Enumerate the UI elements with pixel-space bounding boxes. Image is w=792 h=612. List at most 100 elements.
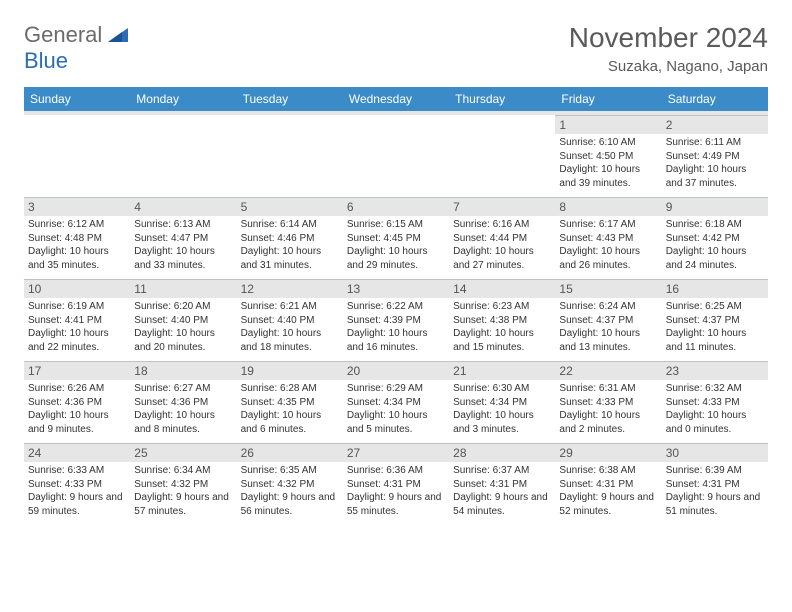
sunset-text: Sunset: 4:33 PM (28, 478, 126, 492)
daylight-text: Daylight: 10 hours and 26 minutes. (559, 245, 657, 272)
sunset-text: Sunset: 4:31 PM (559, 478, 657, 492)
logo-triangle-icon (108, 22, 128, 48)
day-number: 10 (24, 280, 130, 298)
daylight-text: Daylight: 10 hours and 9 minutes. (28, 409, 126, 436)
day-number: 23 (662, 362, 768, 380)
calendar-day-cell: 14Sunrise: 6:23 AMSunset: 4:38 PMDayligh… (449, 279, 555, 361)
daylight-text: Daylight: 10 hours and 31 minutes. (241, 245, 339, 272)
sunset-text: Sunset: 4:44 PM (453, 232, 551, 246)
daylight-text: Daylight: 9 hours and 57 minutes. (134, 491, 232, 518)
day-number: 30 (662, 444, 768, 462)
calendar-day-cell: 5Sunrise: 6:14 AMSunset: 4:46 PMDaylight… (237, 197, 343, 279)
sunrise-text: Sunrise: 6:17 AM (559, 218, 657, 232)
day-number: 14 (449, 280, 555, 298)
calendar: SundayMondayTuesdayWednesdayThursdayFrid… (24, 87, 768, 525)
day-number: 29 (555, 444, 661, 462)
sunrise-text: Sunrise: 6:38 AM (559, 464, 657, 478)
header: General Blue November 2024 Suzaka, Nagan… (24, 22, 768, 75)
day-number: 5 (237, 198, 343, 216)
sunrise-text: Sunrise: 6:32 AM (666, 382, 764, 396)
sunset-text: Sunset: 4:32 PM (134, 478, 232, 492)
sunrise-text: Sunrise: 6:30 AM (453, 382, 551, 396)
sunset-text: Sunset: 4:41 PM (28, 314, 126, 328)
day-number: 25 (130, 444, 236, 462)
day-number: 19 (237, 362, 343, 380)
sunset-text: Sunset: 4:39 PM (347, 314, 445, 328)
calendar-day-cell: 24 Sunrise: 6:33 AMSunset: 4:33 PMDayligh… (24, 443, 130, 525)
calendar-week-row: 10Sunrise: 6:19 AMSunset: 4:41 PMDayligh… (24, 279, 768, 361)
calendar-day-cell: 10Sunrise: 6:19 AMSunset: 4:41 PMDayligh… (24, 279, 130, 361)
daylight-text: Daylight: 9 hours and 59 minutes. (28, 491, 126, 518)
daylight-text: Daylight: 10 hours and 39 minutes. (559, 163, 657, 190)
calendar-empty-cell (24, 115, 130, 197)
logo-part1: General (24, 22, 102, 47)
day-number: 24 (24, 444, 130, 462)
logo-text: General Blue (24, 22, 128, 74)
calendar-day-cell: 26Sunrise: 6:35 AMSunset: 4:32 PMDayligh… (237, 443, 343, 525)
calendar-day-cell: 8 Sunrise: 6:17 AMSunset: 4:43 PMDaylight… (555, 197, 661, 279)
sunrise-text: Sunrise: 6:12 AM (28, 218, 126, 232)
calendar-day-cell: 12Sunrise: 6:21 AMSunset: 4:40 PMDayligh… (237, 279, 343, 361)
location: Suzaka, Nagano, Japan (569, 58, 768, 75)
calendar-day-cell: 9Sunrise: 6:18 AMSunset: 4:42 PMDaylight… (662, 197, 768, 279)
calendar-day-cell: 7Sunrise: 6:16 AMSunset: 4:44 PMDaylight… (449, 197, 555, 279)
sunset-text: Sunset: 4:34 PM (453, 396, 551, 410)
calendar-day-cell: 22Sunrise: 6:31 AMSunset: 4:33 PMDayligh… (555, 361, 661, 443)
daylight-text: Daylight: 10 hours and 11 minutes. (666, 327, 764, 354)
daylight-text: Daylight: 10 hours and 2 minutes. (559, 409, 657, 436)
daylight-text: Daylight: 10 hours and 5 minutes. (347, 409, 445, 436)
calendar-grid: 1Sunrise: 6:10 AMSunset: 4:50 PMDaylight… (24, 115, 768, 525)
calendar-week-row: 17Sunrise: 6:26 AMSunset: 4:36 PMDayligh… (24, 361, 768, 443)
weekday-header: Tuesday (237, 87, 343, 111)
day-number: 17 (24, 362, 130, 380)
calendar-day-cell: 18Sunrise: 6:27 AMSunset: 4:36 PMDayligh… (130, 361, 236, 443)
month-title: November 2024 (569, 22, 768, 54)
daylight-text: Daylight: 10 hours and 16 minutes. (347, 327, 445, 354)
calendar-week-row: 3Sunrise: 6:12 AMSunset: 4:48 PMDaylight… (24, 197, 768, 279)
sunrise-text: Sunrise: 6:39 AM (666, 464, 764, 478)
sunrise-text: Sunrise: 6:36 AM (347, 464, 445, 478)
calendar-day-cell: 17Sunrise: 6:26 AMSunset: 4:36 PMDayligh… (24, 361, 130, 443)
weekday-header: Sunday (24, 87, 130, 111)
sunset-text: Sunset: 4:45 PM (347, 232, 445, 246)
calendar-day-cell: 11Sunrise: 6:20 AMSunset: 4:40 PMDayligh… (130, 279, 236, 361)
sunset-text: Sunset: 4:31 PM (453, 478, 551, 492)
weekday-header: Saturday (662, 87, 768, 111)
calendar-day-cell: 13Sunrise: 6:22 AMSunset: 4:39 PMDayligh… (343, 279, 449, 361)
sunrise-text: Sunrise: 6:25 AM (666, 300, 764, 314)
sunset-text: Sunset: 4:40 PM (134, 314, 232, 328)
sunset-text: Sunset: 4:38 PM (453, 314, 551, 328)
sunrise-text: Sunrise: 6:24 AM (559, 300, 657, 314)
sunrise-text: Sunrise: 6:33 AM (28, 464, 126, 478)
sunrise-text: Sunrise: 6:18 AM (666, 218, 764, 232)
sunrise-text: Sunrise: 6:13 AM (134, 218, 232, 232)
calendar-day-cell: 15Sunrise: 6:24 AMSunset: 4:37 PMDayligh… (555, 279, 661, 361)
sunset-text: Sunset: 4:47 PM (134, 232, 232, 246)
calendar-day-cell: 25Sunrise: 6:34 AMSunset: 4:32 PMDayligh… (130, 443, 236, 525)
calendar-empty-cell (130, 115, 236, 197)
calendar-day-cell: 27Sunrise: 6:36 AMSunset: 4:31 PMDayligh… (343, 443, 449, 525)
daylight-text: Daylight: 10 hours and 33 minutes. (134, 245, 232, 272)
sunrise-text: Sunrise: 6:21 AM (241, 300, 339, 314)
calendar-day-cell: 28Sunrise: 6:37 AMSunset: 4:31 PMDayligh… (449, 443, 555, 525)
day-number: 12 (237, 280, 343, 298)
calendar-page: General Blue November 2024 Suzaka, Nagan… (0, 0, 792, 535)
sunset-text: Sunset: 4:43 PM (559, 232, 657, 246)
sunrise-text: Sunrise: 6:31 AM (559, 382, 657, 396)
day-number: 20 (343, 362, 449, 380)
title-block: November 2024 Suzaka, Nagano, Japan (569, 22, 768, 75)
day-number: 22 (555, 362, 661, 380)
day-number: 8 (555, 198, 661, 216)
daylight-text: Daylight: 10 hours and 35 minutes. (28, 245, 126, 272)
day-number: 28 (449, 444, 555, 462)
sunrise-text: Sunrise: 6:22 AM (347, 300, 445, 314)
calendar-week-row: 1Sunrise: 6:10 AMSunset: 4:50 PMDaylight… (24, 115, 768, 197)
sunset-text: Sunset: 4:35 PM (241, 396, 339, 410)
sunset-text: Sunset: 4:48 PM (28, 232, 126, 246)
calendar-day-cell: 16Sunrise: 6:25 AMSunset: 4:37 PMDayligh… (662, 279, 768, 361)
day-number: 6 (343, 198, 449, 216)
calendar-day-cell: 29Sunrise: 6:38 AMSunset: 4:31 PMDayligh… (555, 443, 661, 525)
daylight-text: Daylight: 10 hours and 27 minutes. (453, 245, 551, 272)
sunset-text: Sunset: 4:34 PM (347, 396, 445, 410)
sunset-text: Sunset: 4:31 PM (347, 478, 445, 492)
